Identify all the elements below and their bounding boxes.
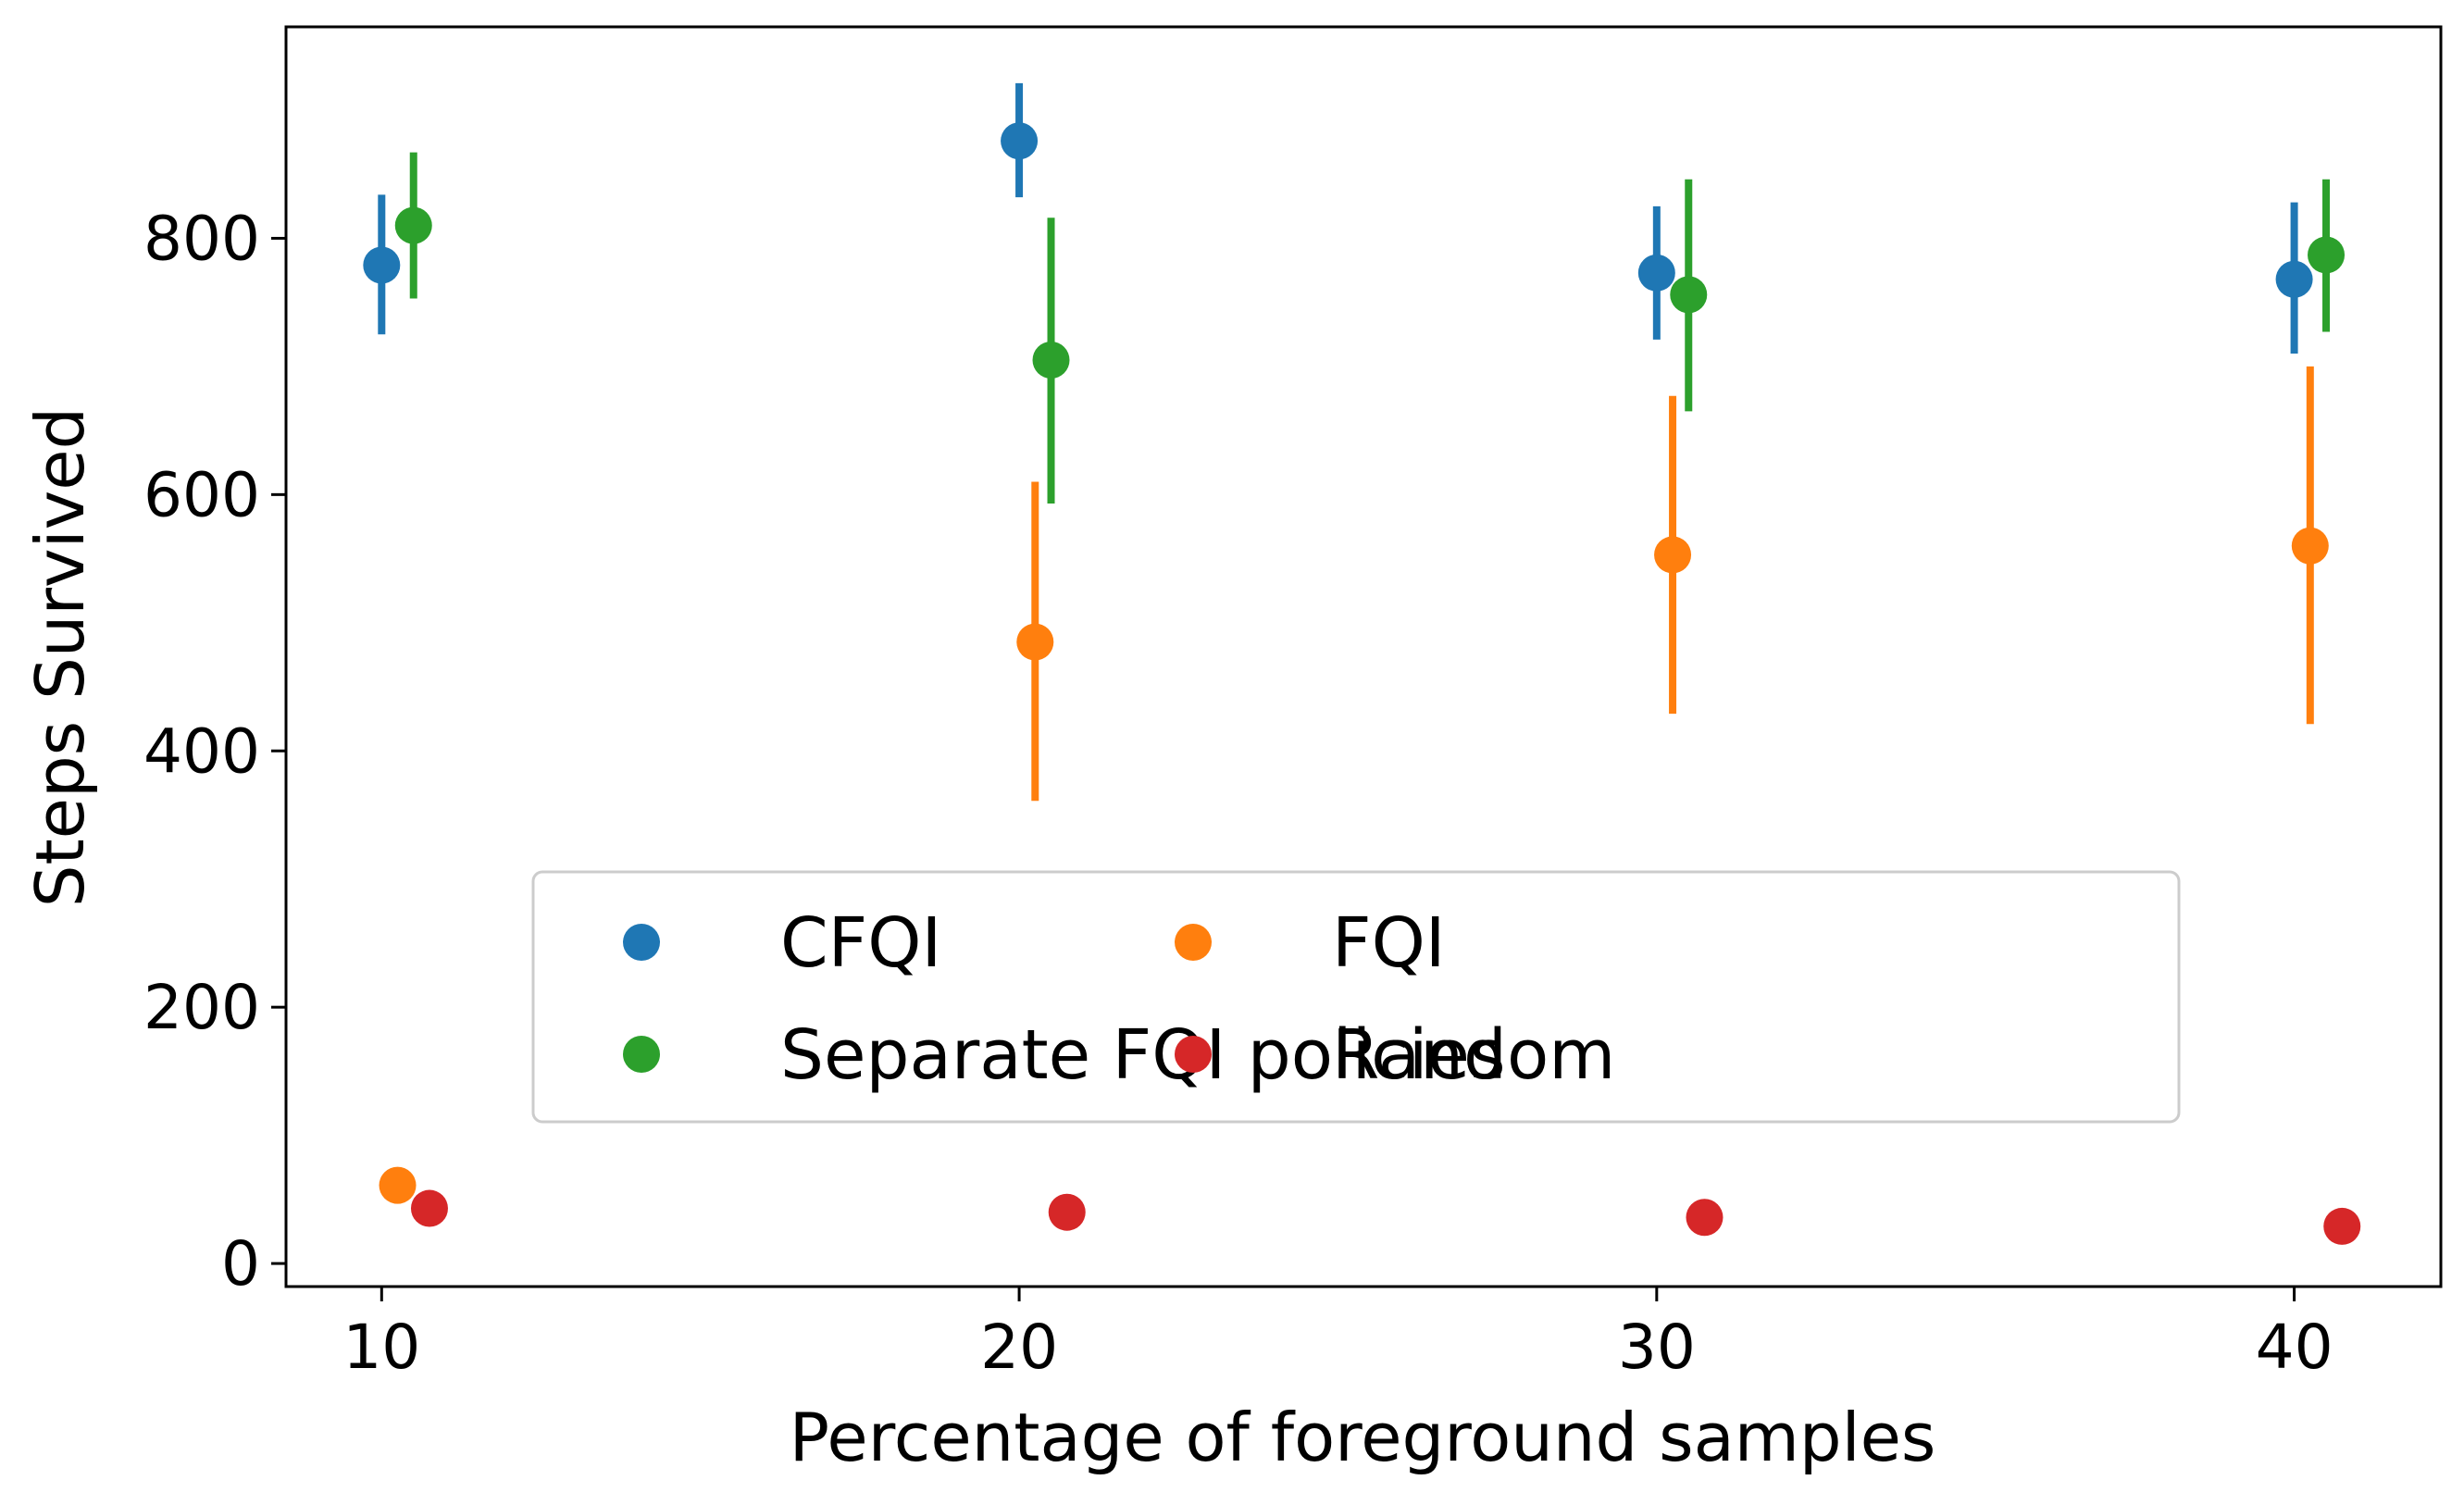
y-tick-label: 600 xyxy=(143,459,260,530)
data-point xyxy=(1032,341,1070,379)
data-point xyxy=(379,1166,417,1204)
legend-marker xyxy=(623,924,660,961)
data-point xyxy=(1654,536,1692,574)
x-tick-label: 10 xyxy=(342,1312,420,1383)
y-tick-label: 200 xyxy=(143,972,260,1043)
data-point xyxy=(1048,1193,1086,1231)
data-point xyxy=(1670,276,1708,314)
x-axis-label: Percentage of foreground samples xyxy=(790,1399,1936,1476)
y-tick-label: 800 xyxy=(143,203,260,274)
legend-label: FQI xyxy=(1332,903,1446,983)
data-point xyxy=(394,206,432,244)
legend-marker xyxy=(623,1036,660,1073)
data-point xyxy=(1001,122,1039,160)
data-point xyxy=(410,1189,448,1227)
plot-frame xyxy=(284,25,2443,1288)
y-tick-label: 400 xyxy=(143,715,260,787)
data-point xyxy=(363,246,401,284)
x-axis-ticks: 10 20 30 40 xyxy=(342,1287,2333,1383)
data-point xyxy=(2323,1207,2361,1245)
y-axis-label: Steps Survived xyxy=(21,407,99,908)
legend-label: Separate FQI policies xyxy=(780,1015,1506,1095)
legend-marker xyxy=(1175,924,1212,961)
data-point xyxy=(1637,254,1675,292)
legend-marker xyxy=(1175,1036,1212,1073)
legend-label: Random xyxy=(1332,1015,1615,1095)
data-point xyxy=(2275,260,2313,298)
x-tick-label: 40 xyxy=(2256,1312,2333,1383)
x-tick-label: 30 xyxy=(1618,1312,1696,1383)
data-point xyxy=(1686,1199,1724,1237)
x-tick-label: 20 xyxy=(980,1312,1058,1383)
data-point xyxy=(2291,527,2329,565)
y-axis-ticks: 0 200 400 600 800 xyxy=(143,203,286,1300)
legend-frame xyxy=(531,870,2181,1124)
data-point xyxy=(2308,236,2346,274)
y-tick-label: 0 xyxy=(221,1228,260,1300)
data-point xyxy=(1016,623,1054,661)
markers-layer xyxy=(363,122,2361,1245)
legend-label: CFQI xyxy=(780,903,941,983)
legend: CFQI Separate FQI policies FQI Random xyxy=(531,870,2181,1124)
